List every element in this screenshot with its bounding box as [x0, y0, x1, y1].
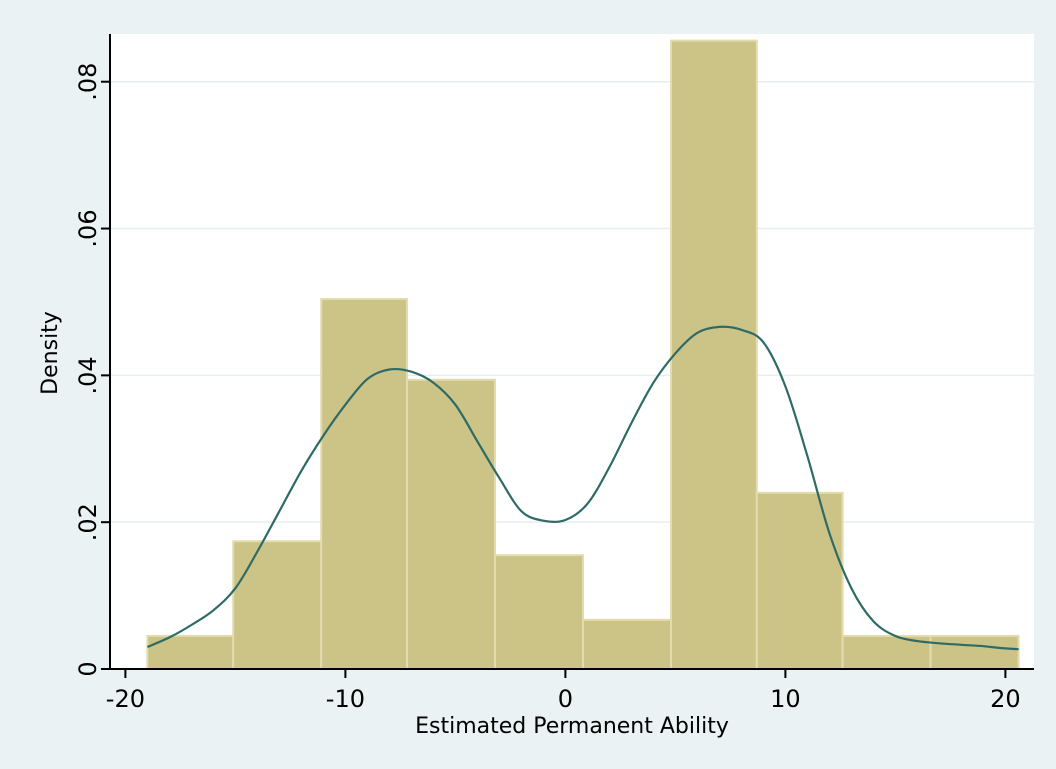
y-tick-label-2: .04: [74, 356, 102, 394]
y-tick-label-1: .02: [74, 503, 102, 541]
x-tick-label-1: -10: [326, 685, 365, 713]
histogram-bar-6: [670, 39, 758, 671]
y-axis-title: Density: [38, 311, 63, 395]
x-tick-label-2: 0: [558, 685, 573, 713]
histogram-bar-3: [406, 378, 496, 670]
histogram-bar-1: [232, 540, 323, 670]
histogram-bar-5: [582, 618, 672, 670]
histogram-bar-2: [320, 298, 409, 670]
y-tick-label-0: 0: [74, 661, 102, 676]
histogram-bar-7: [755, 491, 844, 670]
tick-labels: 0 .02 .04 .06 .08 -20 -10 0 10 20: [74, 63, 1021, 713]
x-tick-label-0: -20: [106, 685, 145, 713]
histogram-bar-9: [929, 634, 1020, 671]
histogram-bar-4: [494, 554, 584, 670]
density-curve: [146, 325, 1019, 651]
y-tick-label-4: .08: [74, 63, 102, 101]
axes: [101, 34, 1034, 678]
y-tick-label-3: .06: [74, 209, 102, 247]
x-tick-label-3: 10: [770, 685, 801, 713]
x-axis-title: Estimated Permanent Ability: [415, 714, 729, 739]
x-tick-label-4: 20: [990, 685, 1021, 713]
gridlines: [110, 80, 1034, 523]
